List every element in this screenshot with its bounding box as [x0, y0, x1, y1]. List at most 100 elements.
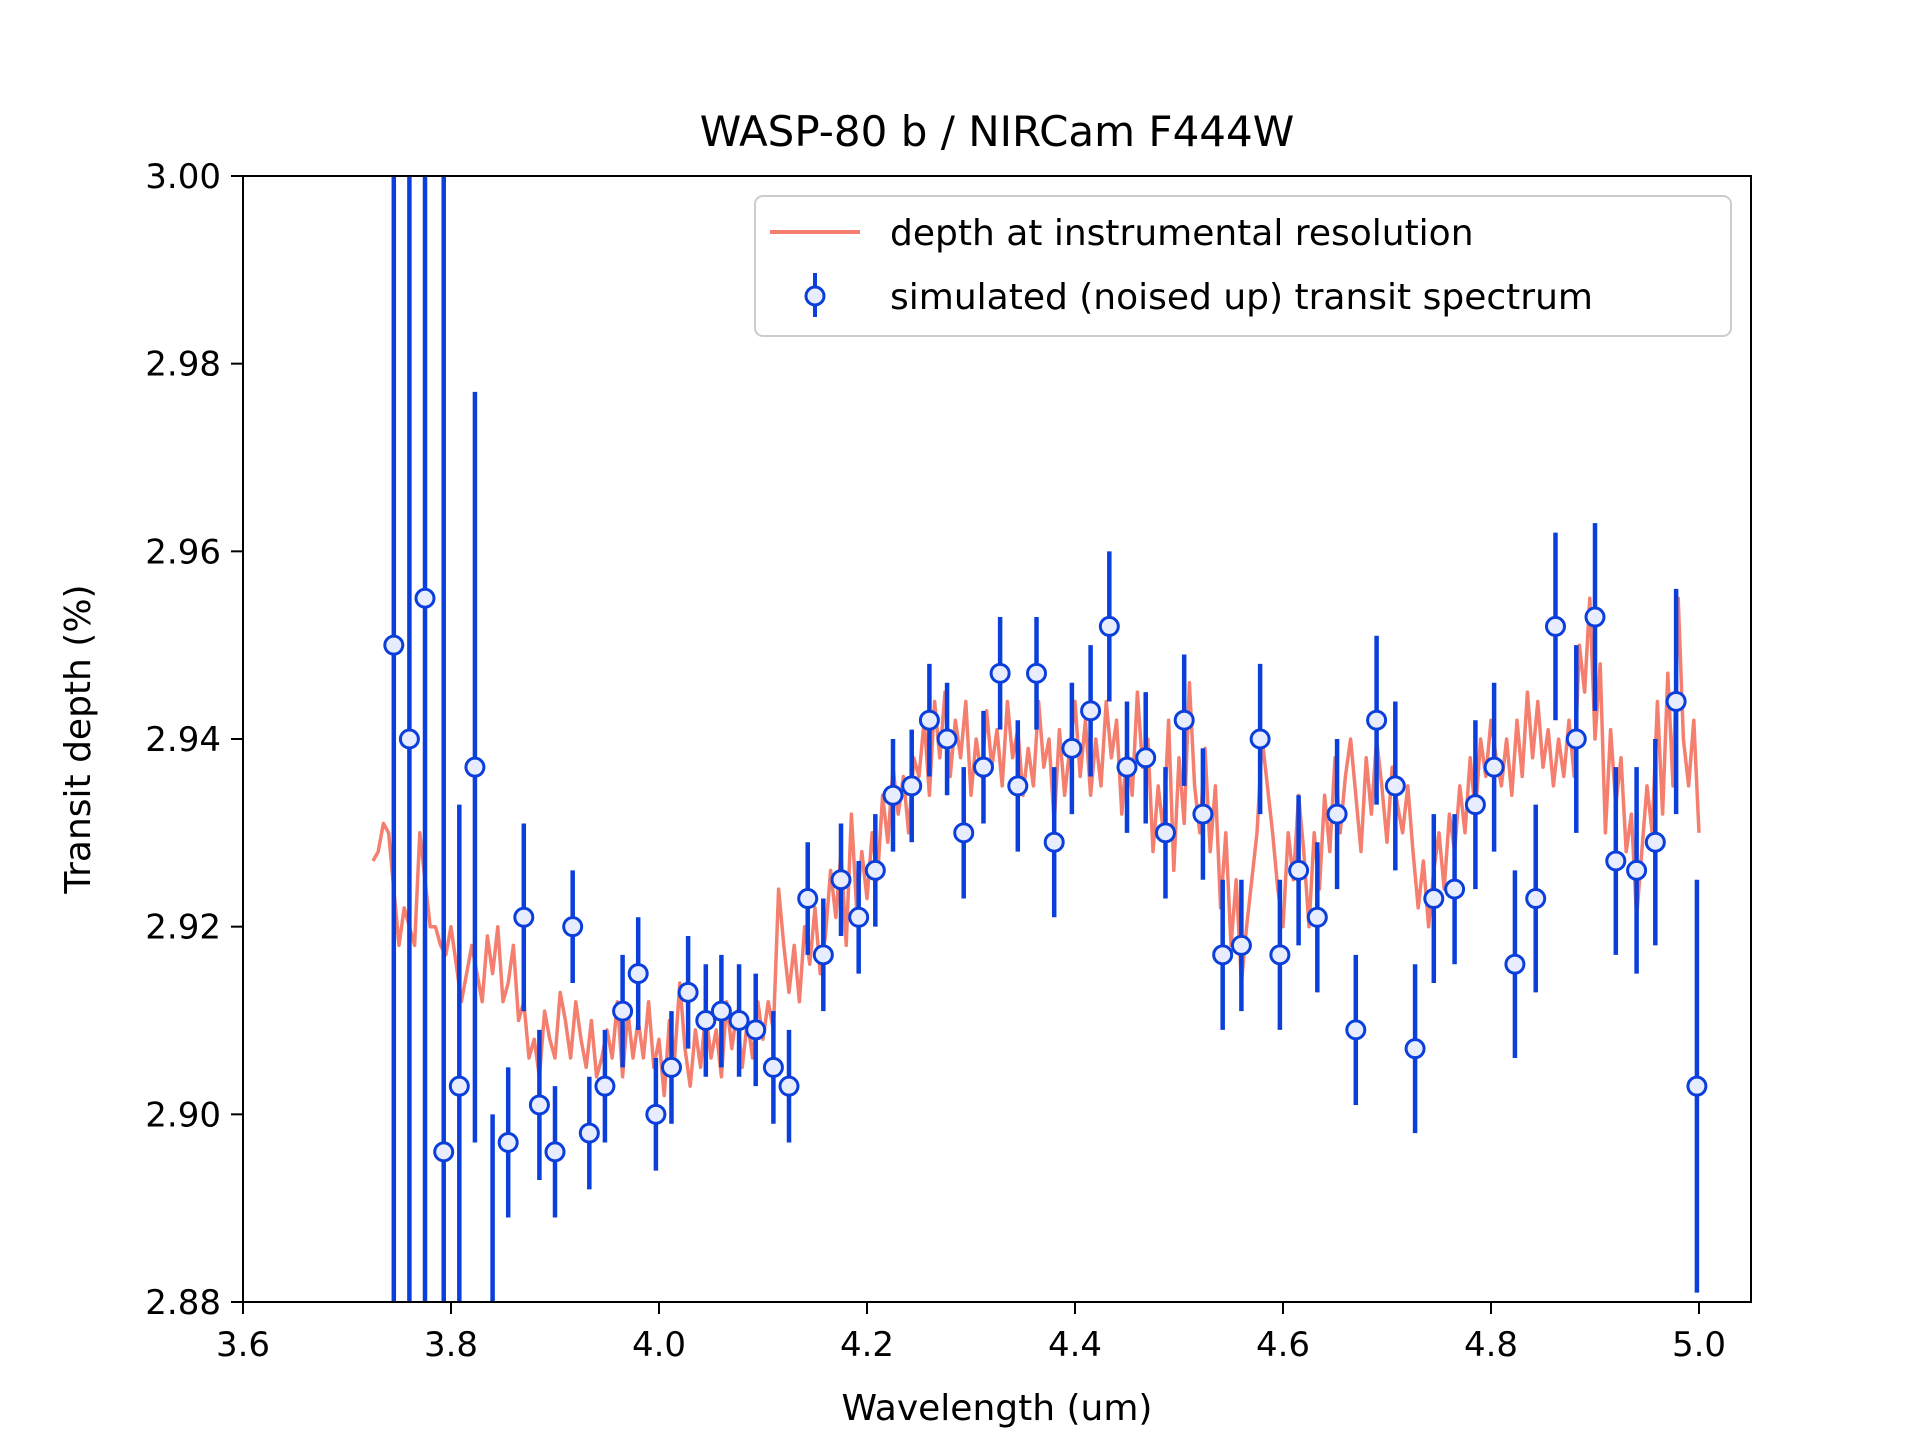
data-point [528, 1094, 550, 1116]
data-point [1173, 709, 1195, 731]
data-point [1525, 888, 1547, 910]
x-axis-ticks: 3.6 3.8 4.0 4.2 4.4 4.6 4.8 5.0 [216, 1302, 1726, 1365]
data-point [1605, 850, 1627, 872]
y-tick-label: 2.94 [145, 720, 221, 760]
data-point-series [383, 587, 1708, 1163]
data-point [778, 1075, 800, 1097]
data-point [513, 906, 535, 928]
data-point [864, 859, 886, 881]
data-point [1423, 888, 1445, 910]
data-point [1544, 615, 1566, 637]
data-point [797, 888, 819, 910]
data-point [953, 822, 975, 844]
data-point [728, 1010, 750, 1031]
data-point [1080, 700, 1102, 722]
data-point [901, 775, 923, 797]
data-point [1007, 775, 1029, 797]
data-point [1565, 728, 1587, 750]
data-point [1326, 803, 1348, 825]
data-point [1345, 1019, 1367, 1041]
data-point [414, 587, 436, 609]
data-point [1061, 737, 1083, 759]
data-point [1665, 690, 1687, 712]
data-point [1686, 1075, 1708, 1097]
data-point [383, 634, 405, 656]
data-point [1483, 756, 1505, 778]
data-point [1464, 794, 1486, 816]
x-tick-label: 4.6 [1256, 1325, 1310, 1365]
y-tick-label: 2.90 [145, 1095, 221, 1135]
y-tick-label: 2.96 [145, 532, 221, 572]
data-point [830, 869, 852, 891]
data-point [848, 906, 870, 928]
y-axis-label: Transit depth (%) [58, 584, 99, 894]
data-point [1584, 606, 1606, 628]
y-tick-label: 2.88 [145, 1283, 221, 1323]
data-point [562, 916, 584, 938]
data-point [1366, 709, 1388, 731]
y-tick-label: 3.00 [145, 157, 221, 197]
plot-area [371, 176, 1708, 1302]
x-tick-label: 5.0 [1672, 1325, 1726, 1365]
data-point [918, 709, 940, 731]
data-point [1288, 859, 1310, 881]
data-point [1098, 615, 1120, 637]
data-point [1504, 953, 1526, 975]
data-point [612, 1000, 634, 1022]
data-point [936, 728, 958, 750]
x-tick-label: 4.4 [1048, 1325, 1102, 1365]
legend-label-model: depth at instrumental resolution [890, 213, 1474, 254]
data-point [1116, 756, 1138, 778]
data-point [1269, 944, 1291, 966]
data-point [1626, 859, 1648, 881]
data-point [448, 1075, 470, 1097]
data-point [433, 1141, 455, 1163]
data-point [464, 756, 486, 778]
x-tick-label: 3.6 [216, 1325, 270, 1365]
data-point [544, 1141, 566, 1163]
data-point [1212, 944, 1234, 966]
data-point [578, 1122, 600, 1144]
data-point [1230, 934, 1252, 956]
x-tick-label: 4.8 [1464, 1325, 1518, 1365]
data-point [677, 981, 699, 1003]
data-point [710, 1000, 732, 1022]
data-point [1043, 831, 1065, 853]
chart-title: WASP-80 b / NIRCam F444W [700, 107, 1295, 156]
data-point [1249, 728, 1271, 750]
x-axis-label: Wavelength (um) [842, 1388, 1153, 1429]
data-point [1026, 662, 1048, 684]
data-point [989, 662, 1011, 684]
x-tick-label: 4.0 [632, 1325, 686, 1365]
data-point [1306, 906, 1328, 928]
data-point [1644, 831, 1666, 853]
model-line-series [371, 596, 1701, 1098]
data-point [594, 1075, 616, 1097]
data-point [1192, 803, 1214, 825]
legend: depth at instrumental resolution simulat… [754, 195, 1732, 337]
data-point [972, 756, 994, 778]
x-tick-label: 4.2 [840, 1325, 894, 1365]
y-tick-label: 2.98 [145, 345, 221, 385]
model-line [371, 596, 1701, 1098]
data-point [645, 1103, 667, 1125]
data-point [1404, 1038, 1426, 1060]
data-point [398, 728, 420, 750]
data-point [745, 1019, 767, 1041]
x-tick-label: 3.8 [424, 1325, 478, 1365]
legend-marker-swatch [804, 285, 826, 307]
data-point [762, 1056, 784, 1078]
data-point [1444, 878, 1466, 900]
legend-label-data: simulated (noised up) transit spectrum [890, 277, 1593, 318]
data-point [660, 1056, 682, 1078]
data-point [1384, 775, 1406, 797]
data-point [882, 784, 904, 806]
legend-box [754, 195, 1732, 337]
y-axis-ticks: 2.88 2.90 2.92 2.94 2.96 2.98 3.00 [145, 157, 243, 1323]
data-point [1154, 822, 1176, 844]
data-point [497, 1131, 519, 1153]
data-point [627, 963, 649, 985]
y-tick-label: 2.92 [145, 908, 221, 948]
data-point [1135, 747, 1157, 769]
